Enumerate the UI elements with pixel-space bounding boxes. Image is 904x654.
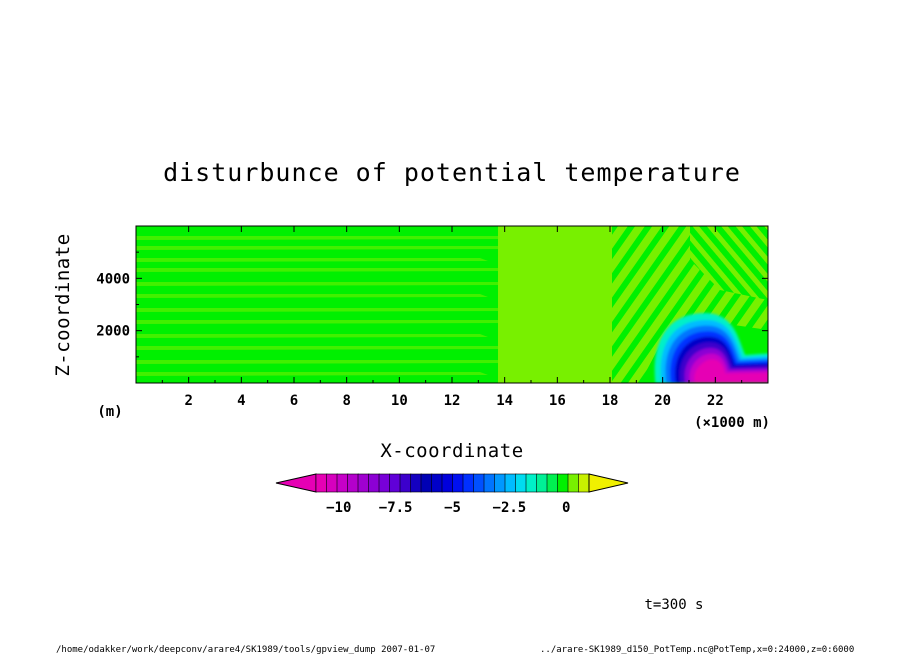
colorbar-ticks: −10 −7.5 −5 −2.5 0: [326, 500, 570, 516]
colorbar-segment: [494, 473, 506, 493]
colorbar-segment: [473, 473, 485, 493]
time-label: t=300 s: [644, 597, 703, 613]
y-unit-label: (m): [97, 404, 122, 420]
colorbar-segment: [452, 473, 464, 493]
x-tick-label: 2: [184, 393, 192, 409]
colorbar-segment: [326, 473, 338, 493]
x-tick-label: 6: [290, 393, 298, 409]
x-tick-label: 20: [654, 393, 671, 409]
y-tick-label: 4000: [96, 271, 130, 287]
wave-stripe: [136, 236, 524, 240]
colorbar-segment: [357, 473, 370, 493]
cold-pool-contour: [694, 359, 768, 383]
x-tick-label: 8: [342, 393, 350, 409]
colorbar-segment: [368, 473, 380, 493]
colorbar-tick-label: −10: [326, 500, 351, 516]
colorbar-segment: [483, 473, 496, 493]
wave-stripe: [136, 360, 506, 364]
wave-stripes: [136, 236, 524, 376]
plot-area: [136, 226, 768, 383]
colorbar-segment: [431, 473, 443, 493]
wave-stripe: [136, 346, 524, 350]
colorbar-segment: [389, 473, 401, 493]
wave-stripe: [136, 294, 488, 298]
wave-stripe: [136, 372, 488, 376]
wave-stripe: [136, 308, 524, 312]
colorbar-segment: [515, 473, 527, 493]
colorbar-segment: [567, 473, 580, 493]
perturbation-zone-upper: [690, 226, 768, 300]
wave-front: [498, 226, 522, 383]
x-tick-label: 12: [444, 393, 461, 409]
wave-stripe: [136, 282, 506, 286]
colorbar-segment: [557, 473, 569, 493]
x-axis-label: X-coordinate: [380, 440, 523, 462]
wave-stripe: [136, 246, 506, 250]
x-unit-label: (×1000 m): [694, 415, 770, 431]
wave-stripe: [136, 320, 506, 324]
colorbar-tick-label: 0: [562, 500, 570, 516]
x-tick-label: 10: [391, 393, 408, 409]
x-tick-label: 4: [237, 393, 245, 409]
colorbar-under-arrow: [275, 473, 317, 493]
x-tick-label: 14: [496, 393, 513, 409]
chart-title: disturbunce of potential temperature: [163, 158, 741, 187]
y-axis-ticks: 2000 4000: [96, 251, 768, 358]
x-axis-ticks: 2 4 6 8 10 12 14 16 18 20 22: [161, 226, 743, 409]
colorbar-tick-label: −5: [444, 500, 461, 516]
y-axis-label: Z-coordinate: [52, 233, 74, 376]
colorbar-segment: [462, 473, 475, 493]
x-tick-label: 22: [707, 393, 724, 409]
neutral-zone: [498, 226, 618, 383]
colorbar-segment: [315, 473, 328, 493]
colorbar-over-arrow: [588, 473, 629, 493]
footer-left: /home/odakker/work/deepconv/arare4/SK198…: [56, 645, 435, 654]
colorbar-segment: [536, 473, 548, 493]
colorbar-segment: [441, 473, 454, 493]
colorbar-segment: [399, 473, 412, 493]
colorbar-tick-label: −2.5: [493, 500, 527, 516]
colorbar-segment: [546, 473, 559, 493]
wave-stripe: [136, 334, 488, 338]
colorbar-segment: [378, 473, 391, 493]
colorbar-segment: [525, 473, 538, 493]
x-tick-label: 18: [602, 393, 619, 409]
colorbar-segment: [578, 473, 590, 493]
colorbar-segment: [410, 473, 422, 493]
colorbar-segment: [336, 473, 349, 493]
y-tick-label: 2000: [96, 324, 130, 340]
wave-stripe: [136, 268, 524, 272]
colorbar-segment: [504, 473, 517, 493]
wave-stripe: [136, 258, 488, 262]
colorbar-segment: [420, 473, 433, 493]
colorbar-tick-label: −7.5: [379, 500, 413, 516]
colorbar: [275, 473, 629, 493]
footer-right: ../arare-SK1989_d150_PotTemp.nc@PotTemp,…: [540, 645, 854, 654]
colorbar-segment: [347, 473, 359, 493]
cold-pool: [654, 313, 768, 383]
x-tick-label: 16: [549, 393, 566, 409]
